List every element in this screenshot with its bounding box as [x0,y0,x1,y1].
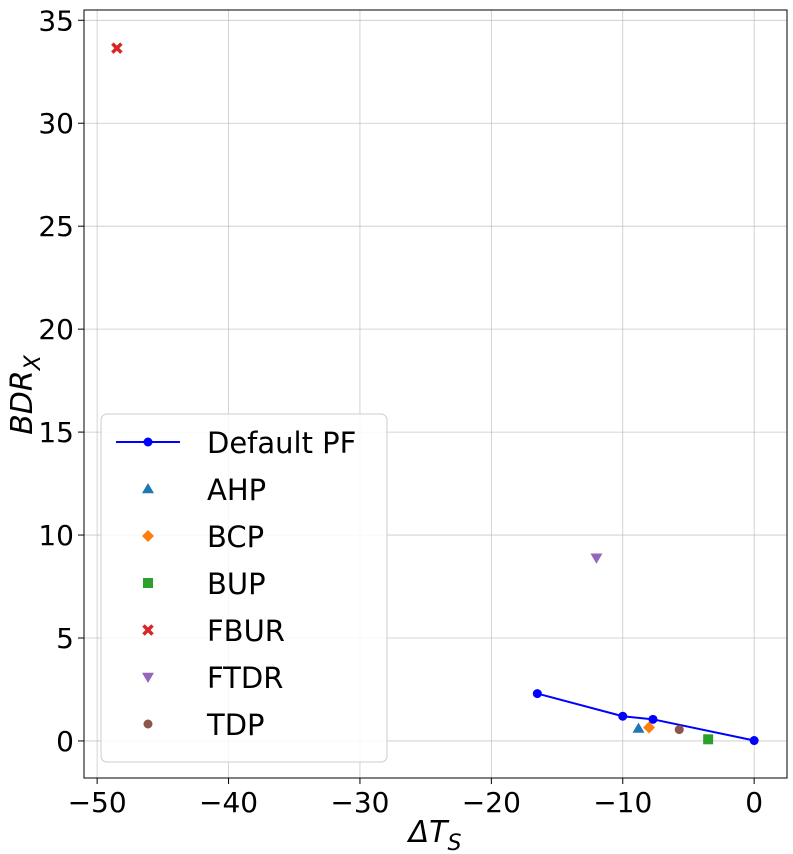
x-axis-label-subscript: S [447,831,461,854]
legend-entry-default-pf: Default PF [116,426,356,460]
legend-label-fbur: FBUR [207,614,285,648]
data-series [111,42,759,746]
data-point-fbur [111,42,123,54]
x-axis-label: ΔTS [407,815,462,854]
x-tick-label: −30 [330,786,389,819]
legend-label-bcp: BCP [207,520,264,554]
x-tick-label: −20 [462,786,521,819]
x-axis-label-main: ΔT [407,815,451,850]
legend-marker-tdp [143,719,153,729]
legend-entry-bup: BUP [143,567,266,601]
series-bup [703,734,714,745]
legend-entry-bcp: BCP [142,520,264,554]
series-bcp [643,721,656,734]
data-point-ftdr [590,553,603,564]
legend-marker-ftdr [142,672,154,683]
legend-marker-fbur-stroke-b [142,624,154,636]
y-tick-label: 5 [56,622,74,655]
y-axis-label-main: BDR [5,370,40,435]
series-tdp [674,725,684,735]
x-tick-label: −50 [68,786,127,819]
legend-entry-fbur: FBUR [142,614,285,648]
x-tick-label: −40 [199,786,258,819]
y-tick-label: 0 [56,725,74,758]
legend-marker-bcp [142,530,154,542]
series-line-default-pf [537,692,755,742]
data-point-default-pf [532,689,542,699]
axis-ticks: −50 −40 −30 −20 −10 0 0 5 10 15 20 25 30 35 [38,4,763,819]
y-tick-label: 15 [38,416,74,449]
legend-marker-default-pf [143,437,153,447]
series-ahp [632,722,645,733]
y-tick-label: 30 [38,107,74,140]
legend-marker-fbur [142,624,154,636]
series-fbur [111,42,123,54]
data-point-fbur-stroke-b [111,42,123,54]
data-point-default-pf [618,711,628,721]
data-point-tdp [674,725,684,735]
y-axis-label: BDRX [5,354,46,435]
x-tick-label: −10 [593,786,652,819]
y-tick-label: 25 [38,210,74,243]
data-point-ahp [632,722,645,733]
x-tick-label: 0 [745,786,763,819]
legend-entry-tdp: TDP [143,708,265,742]
legend-box [100,413,388,763]
legend-marker-ahp [142,483,154,494]
series-ftdr [590,553,603,564]
legend-label-ahp: AHP [207,473,266,507]
y-tick-label: 20 [38,313,74,346]
legend-entry-ftdr: FTDR [142,661,283,695]
legend: Default PF AHP BCP BUP FBUR FTDR TDP [100,413,388,763]
legend-label-ftdr: FTDR [207,661,283,695]
data-point-bcp [643,721,656,734]
legend-label-tdp: TDP [206,708,265,742]
y-axis-label-subscript: X [21,354,46,371]
y-tick-label: 35 [38,4,74,37]
grid-lines [84,10,787,778]
data-point-default-pf [648,714,658,724]
data-point-bup [703,734,714,745]
legend-entry-ahp: AHP [142,473,266,507]
legend-label-bup: BUP [207,567,266,601]
plot-area-frame [83,9,788,779]
legend-marker-bup [143,578,153,588]
y-tick-label: 10 [38,519,74,552]
series-default-pf [532,689,759,746]
legend-label-default-pf: Default PF [207,426,356,460]
data-point-default-pf [749,736,759,746]
